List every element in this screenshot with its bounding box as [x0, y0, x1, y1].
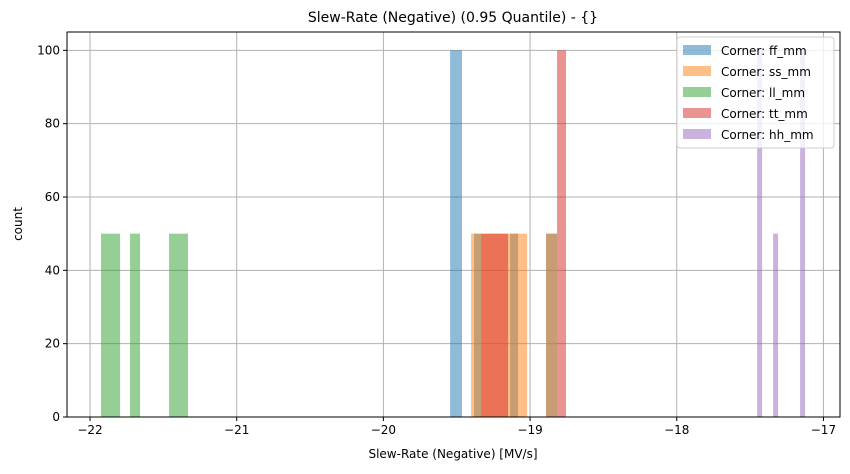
y-tick-label: 40 [45, 263, 60, 277]
legend-label: Corner: ss_mm [721, 65, 811, 79]
x-axis-label: Slew-Rate (Negative) [MV/s] [368, 447, 537, 461]
histogram-bar [481, 233, 509, 417]
legend-swatch [683, 108, 711, 118]
legend-swatch [683, 45, 711, 55]
x-tick-label: −17 [811, 423, 836, 437]
x-tick-label: −21 [224, 423, 249, 437]
y-tick-label: 0 [52, 410, 60, 424]
legend: Corner: ff_mm Corner: ss_mm Corner: ll_mm C… [676, 36, 835, 149]
x-tick-label: −20 [371, 423, 396, 437]
x-tick-label: −22 [77, 423, 102, 437]
legend-label: Corner: ll_mm [721, 86, 805, 100]
legend-label: Corner: tt_mm [721, 107, 808, 121]
y-axis-label: count [11, 207, 25, 241]
legend-box [676, 36, 835, 149]
chart-title: Slew-Rate (Negative) (0.95 Quantile) - {… [308, 10, 598, 26]
histogram-bar [546, 233, 558, 417]
y-tick-label: 20 [45, 337, 60, 351]
legend-label: Corner: ff_mm [721, 44, 807, 58]
histogram-bar [450, 50, 463, 417]
x-tick-label: −18 [664, 423, 689, 437]
legend-swatch [683, 87, 711, 97]
x-tick-label: −19 [517, 423, 542, 437]
histogram-bar [557, 50, 567, 417]
histogram-bar [130, 233, 141, 417]
plot-frame [66, 31, 841, 418]
y-tick-label: 100 [37, 43, 60, 57]
histogram-bar [169, 233, 189, 417]
histogram-bar [800, 50, 806, 417]
legend-swatch [683, 66, 711, 76]
legend-label: Corner: hh_mm [721, 128, 814, 142]
histogram-bar [101, 233, 121, 417]
histogram-bar [757, 50, 763, 417]
histogram-bar [773, 233, 779, 417]
y-tick-label: 80 [45, 117, 60, 131]
legend-swatch [683, 129, 711, 139]
y-tick-label: 60 [45, 190, 60, 204]
